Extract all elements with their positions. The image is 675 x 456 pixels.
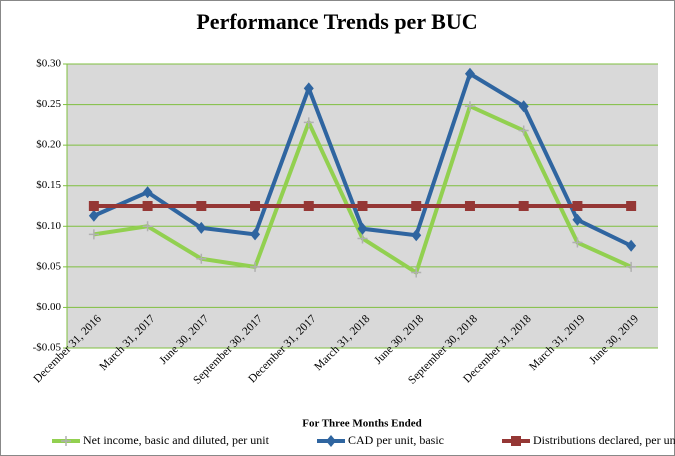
marker <box>518 125 529 136</box>
marker <box>88 201 99 211</box>
legend-label: CAD per unit, basic <box>348 433 444 447</box>
marker <box>518 100 529 113</box>
marker <box>142 221 153 232</box>
marker <box>88 209 99 222</box>
marker <box>464 67 475 80</box>
y-tick-label: $0.00 <box>36 301 61 313</box>
marker <box>518 201 529 211</box>
marker <box>511 436 521 446</box>
marker <box>142 186 153 199</box>
marker <box>357 201 368 211</box>
marker <box>142 201 153 211</box>
marker <box>411 201 422 211</box>
marker <box>196 201 207 211</box>
marker <box>303 117 314 128</box>
marker <box>196 253 207 264</box>
y-tick-label: $0.30 <box>36 58 61 70</box>
marker <box>572 201 583 211</box>
y-tick-label: $0.10 <box>36 220 61 232</box>
y-tick-label: -$0.05 <box>33 342 62 354</box>
marker <box>250 261 261 272</box>
marker <box>61 436 71 446</box>
marker <box>250 201 261 211</box>
marker <box>250 228 261 241</box>
marker <box>464 201 475 211</box>
marker <box>626 239 637 252</box>
y-tick-label: $0.25 <box>36 98 61 110</box>
y-tick-label: $0.15 <box>36 179 61 191</box>
marker <box>357 222 368 235</box>
marker <box>357 233 368 244</box>
y-tick-label: $0.20 <box>36 139 61 151</box>
legend-label: Distributions declared, per unit <box>533 433 675 447</box>
marker <box>626 201 637 211</box>
marker <box>196 221 207 234</box>
marker <box>326 435 336 447</box>
marker <box>626 261 637 272</box>
marker <box>411 267 422 278</box>
marker <box>572 237 583 248</box>
chart-title: Performance Trends per BUC <box>196 9 477 34</box>
marker <box>303 201 314 211</box>
marker <box>464 101 475 112</box>
marker <box>572 213 583 226</box>
legend-label: Net income, basic and diluted, per unit <box>83 433 270 447</box>
marker <box>303 82 314 95</box>
marker <box>88 229 99 240</box>
marker <box>411 229 422 242</box>
x-axis-title: For Three Months Ended <box>302 418 422 430</box>
y-tick-label: $0.05 <box>36 260 61 272</box>
